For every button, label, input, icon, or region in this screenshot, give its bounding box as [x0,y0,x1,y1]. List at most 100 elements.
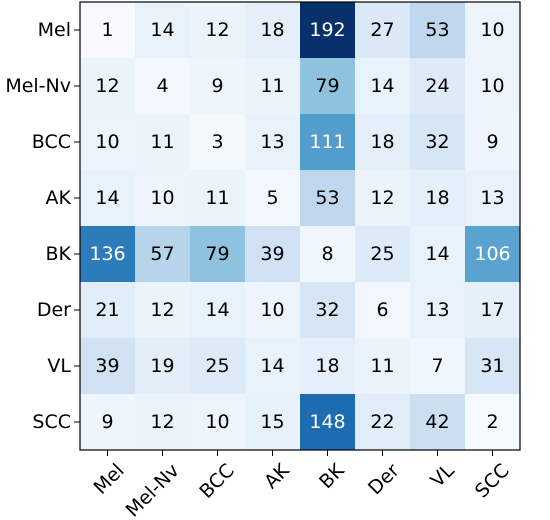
cell-value-label: 14 [425,243,449,265]
cell-value-label: 39 [260,243,284,265]
heatmap-cell [245,282,301,339]
heatmap-cell [245,170,301,227]
y-tick-label: BK [46,243,72,265]
x-tick-label: Mel [89,460,128,499]
cell-value-label: 14 [95,187,119,209]
cell-value-label: 32 [315,299,339,321]
cell-value-label: 53 [315,187,339,209]
cell-value-label: 12 [150,299,174,321]
cell-value-label: 5 [266,187,278,209]
heatmap-cell [135,58,191,115]
cell-value-label: 25 [205,355,229,377]
heatmap-cell [410,170,466,227]
cell-value-label: 14 [205,299,229,321]
cell-value-label: 27 [370,19,394,41]
x-tick-label: AK [260,459,294,493]
heatmap-cell [245,58,301,115]
cell-value-label: 2 [486,411,498,433]
cell-value-label: 10 [260,299,284,321]
heatmap-cell [80,114,136,171]
heatmap-cell [135,338,191,395]
heatmap-cell [410,226,466,283]
cell-value-label: 12 [370,187,394,209]
heatmap-cell [190,2,246,59]
cell-value-label: 18 [315,355,339,377]
heatmap-cell [80,394,136,451]
cell-value-label: 10 [480,75,504,97]
heatmap-cell [465,282,521,339]
heatmap-cell [245,226,301,283]
cell-value-label: 10 [150,187,174,209]
cell-value-label: 11 [260,75,284,97]
heatmap-cell [135,226,191,283]
cell-value-label: 14 [260,355,284,377]
cell-value-label: 9 [486,131,498,153]
heatmap-cell [355,226,411,283]
x-tick-label: BCC [195,460,238,503]
heatmap-cell [355,58,411,115]
y-axis: Mel Mel-Nv BCC AK BK Der VL SCC [5,19,80,433]
cell-value-label: 25 [370,243,394,265]
cell-value-label: 18 [370,131,394,153]
cell-value-label: 31 [480,355,504,377]
cell-value-label: 12 [205,19,229,41]
heatmap-cell [355,170,411,227]
heatmap-cell [135,114,191,171]
heatmap-cell [300,58,356,115]
y-tick-label: BCC [32,131,71,153]
cell-value-label: 53 [425,19,449,41]
cell-value-label: 24 [425,75,449,97]
cell-value-label: 136 [89,243,125,265]
heatmap-cell [135,2,191,59]
heatmap-cell [190,170,246,227]
heatmap-cell [245,338,301,395]
heatmap-cell [80,338,136,395]
heatmap-cell [245,114,301,171]
cell-value-label: 7 [431,355,443,377]
heatmap-cell [190,226,246,283]
heatmap-cell [355,2,411,59]
cell-value-label: 9 [101,411,113,433]
cell-value-label: 3 [211,131,223,153]
heatmap-cell [410,114,466,171]
heatmap-cell [355,338,411,395]
heatmap-cell [190,282,246,339]
cell-value-label: 6 [376,299,388,321]
cell-value-label: 11 [370,355,394,377]
heatmap-cell [465,394,521,451]
cell-value-label: 106 [474,243,510,265]
heatmap-cell [80,2,136,59]
cell-value-label: 8 [321,243,333,265]
heatmap-cell [410,58,466,115]
heatmap-cell [190,338,246,395]
cell-value-label: 13 [425,299,449,321]
heatmap-cell [300,114,356,171]
cell-value-label: 13 [260,131,284,153]
heatmap-cell [410,394,466,451]
heatmap-cell [465,226,521,283]
cell-value-label: 1 [101,19,113,41]
x-tick-label: VL [426,459,459,492]
y-tick-label: SCC [32,411,71,433]
cell-value-label: 57 [150,243,174,265]
heatmap-cell [300,226,356,283]
heatmap-cell [245,2,301,59]
heatmap-cell [300,338,356,395]
x-tick-label: Mel-Nv [122,460,184,520]
cell-value-label: 19 [150,355,174,377]
cell-value-label: 9 [211,75,223,97]
heatmap-cell [135,170,191,227]
cell-value-label: 10 [480,19,504,41]
heatmap-cell [80,226,136,283]
cell-value-label: 14 [150,19,174,41]
heatmap-cell [190,58,246,115]
cell-value-label: 32 [425,131,449,153]
heatmap-cell [355,394,411,451]
x-tick-label: BK [315,459,349,493]
cell-value-label: 21 [95,299,119,321]
plot-frame [79,1,521,451]
cell-value-label: 15 [260,411,284,433]
heatmap-cell [80,282,136,339]
x-tick-label: SCC [471,460,514,503]
cell-value-label: 192 [309,19,345,41]
